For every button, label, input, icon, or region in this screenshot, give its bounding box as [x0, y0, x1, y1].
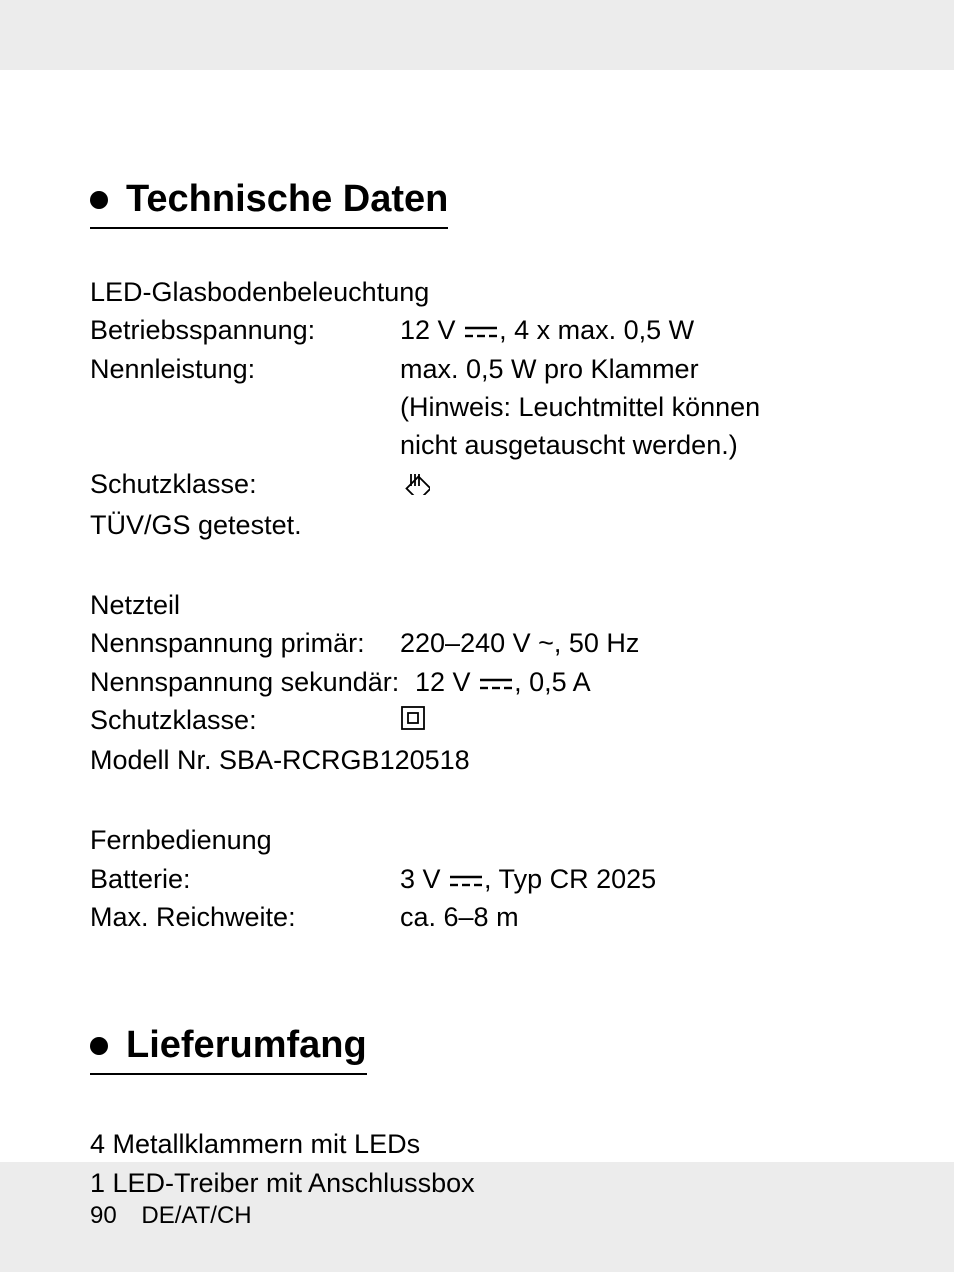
row-battery: Batterie: 3 V , Typ CR 2025	[90, 860, 864, 898]
section-heading-technical: Technische Daten	[90, 178, 448, 229]
label-range: Max. Reichweite:	[90, 898, 400, 936]
row-class-led: Schutzklasse:	[90, 465, 864, 506]
block-led-unit: LED-Glasbodenbeleuchtung Betriebsspannun…	[90, 273, 864, 544]
secondary-pre: 12 V	[415, 667, 471, 697]
row-primary: Nennspannung primär: 220–240 V ~, 50 Hz	[90, 624, 864, 662]
value-battery: 3 V , Typ CR 2025	[400, 860, 864, 898]
bullet-icon	[90, 1037, 108, 1055]
value-power: max. 0,5 W pro Klammer (Hinweis: Leuchtm…	[400, 350, 864, 465]
dc-symbol-icon	[465, 325, 497, 339]
psu-model: Modell Nr. SBA-RCRGB120518	[90, 741, 864, 779]
row-power: Nennleistung: max. 0,5 W pro Klammer (Hi…	[90, 350, 864, 465]
voltage-pre: 12 V	[400, 315, 456, 345]
power-line1: max. 0,5 W pro Klammer	[400, 350, 864, 388]
label-class-psu: Schutzklasse:	[90, 701, 400, 741]
region-code: DE/AT/CH	[141, 1202, 251, 1229]
value-secondary: 12 V , 0,5 A	[415, 663, 864, 701]
value-class-psu	[400, 701, 864, 741]
psu-title: Netzteil	[90, 586, 864, 624]
power-line3: nicht ausgetauscht werden.)	[400, 426, 864, 464]
label-class-led: Schutzklasse:	[90, 465, 400, 506]
label-secondary: Nennspannung sekundär:	[90, 663, 415, 701]
row-class-psu: Schutzklasse:	[90, 701, 864, 741]
heading-scope: Lieferumfang	[126, 1024, 367, 1067]
battery-pre: 3 V	[400, 864, 441, 894]
value-range: ca. 6–8 m	[400, 898, 864, 936]
block-remote: Fernbedienung Batterie: 3 V	[90, 821, 864, 936]
scope-item: 4 Metallklammern mit LEDs	[90, 1125, 864, 1163]
content-area: Technische Daten LED-Glasbodenbeleuchtun…	[0, 70, 954, 1202]
row-range: Max. Reichweite: ca. 6–8 m	[90, 898, 864, 936]
label-primary: Nennspannung primär:	[90, 624, 400, 662]
value-voltage: 12 V , 4 x max. 0,5 W	[400, 311, 864, 349]
class3-icon	[400, 465, 430, 505]
bullet-icon	[90, 191, 108, 209]
scope-list: 4 Metallklammern mit LEDs 1 LED-Treiber …	[90, 1125, 864, 1202]
label-battery: Batterie:	[90, 860, 400, 898]
section-heading-scope: Lieferumfang	[90, 1024, 367, 1075]
dc-symbol-icon	[450, 874, 482, 888]
technical-specs: LED-Glasbodenbeleuchtung Betriebsspannun…	[90, 273, 864, 936]
value-class-led	[400, 465, 864, 506]
battery-post: , Typ CR 2025	[484, 864, 656, 894]
secondary-post: , 0,5 A	[514, 667, 591, 697]
page-footer: 90 DE/AT/CH	[90, 1202, 252, 1230]
heading-technical: Technische Daten	[126, 178, 448, 221]
row-voltage: Betriebsspannung: 12 V , 4 x max.	[90, 311, 864, 349]
dc-symbol-icon	[480, 677, 512, 691]
label-power: Nennleistung:	[90, 350, 400, 465]
voltage-post: , 4 x max. 0,5 W	[499, 315, 694, 345]
tuv-tested: TÜV/GS getestet.	[90, 506, 864, 544]
class2-icon	[400, 703, 426, 741]
page-number: 90	[90, 1202, 117, 1229]
page: Technische Daten LED-Glasbodenbeleuchtun…	[0, 0, 954, 1272]
label-voltage: Betriebsspannung:	[90, 311, 400, 349]
block-psu: Netzteil Nennspannung primär: 220–240 V …	[90, 586, 864, 779]
remote-title: Fernbedienung	[90, 821, 864, 859]
value-primary: 220–240 V ~, 50 Hz	[400, 624, 864, 662]
section-scope: Lieferumfang 4 Metallklammern mit LEDs 1…	[90, 1024, 864, 1202]
scope-item: 1 LED-Treiber mit Anschlussbox	[90, 1164, 864, 1202]
led-unit-title: LED-Glasbodenbeleuchtung	[90, 273, 864, 311]
content-background: Technische Daten LED-Glasbodenbeleuchtun…	[0, 70, 954, 1162]
power-line2: (Hinweis: Leuchtmittel können	[400, 388, 864, 426]
row-secondary: Nennspannung sekundär: 12 V , 0,5	[90, 663, 864, 701]
